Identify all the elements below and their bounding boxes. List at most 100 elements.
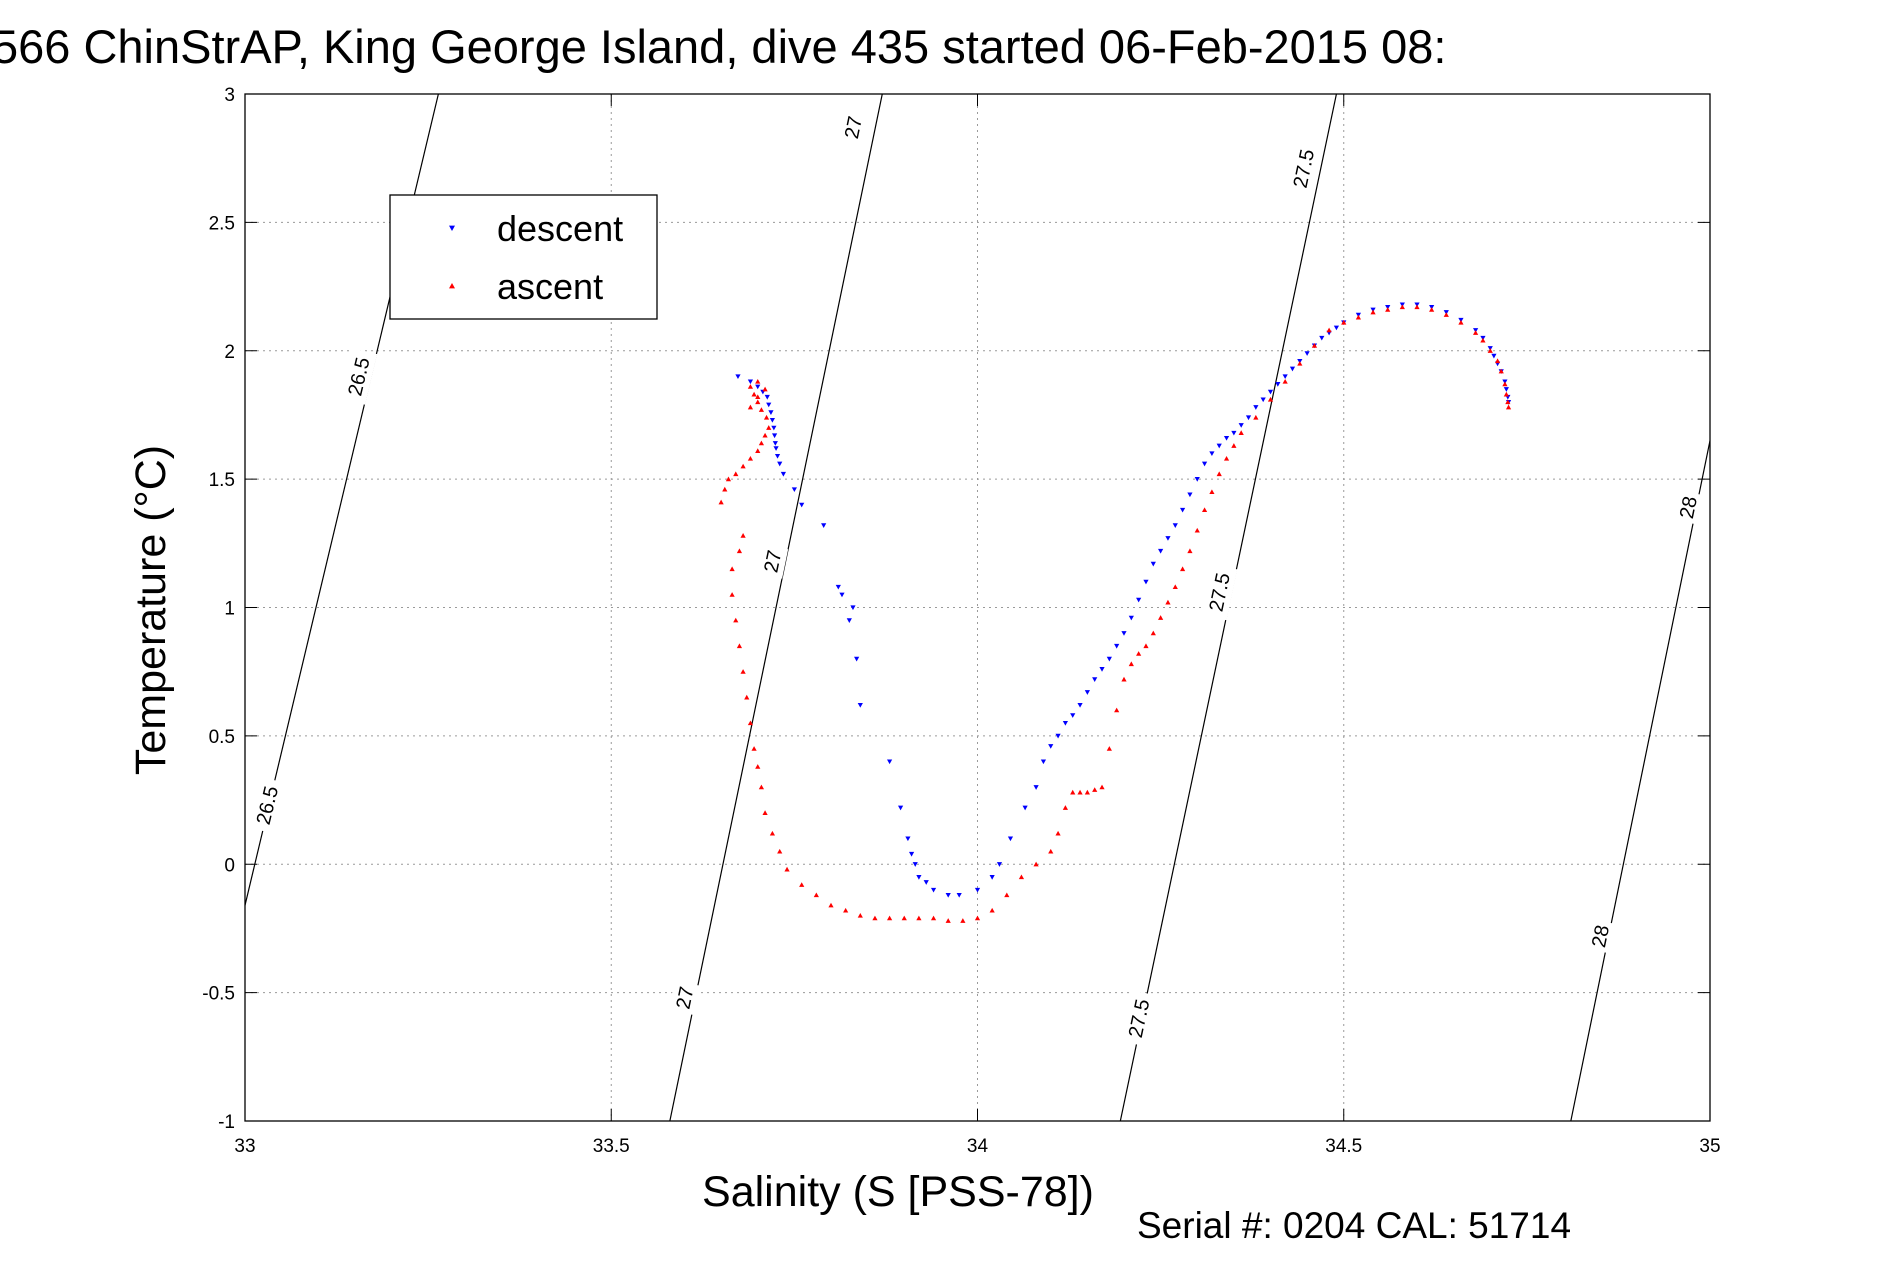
point-ascent [843, 907, 849, 913]
y-tick-label: 2.5 [209, 213, 235, 234]
isopycnal-line [669, 93, 883, 1122]
point-descent [1209, 451, 1215, 457]
isopycnal-label-bg [756, 543, 789, 579]
point-ascent [747, 384, 754, 389]
point-ascent [729, 566, 735, 572]
point-descent [1267, 389, 1274, 395]
point-ascent [901, 915, 907, 921]
point-ascent [1223, 455, 1230, 461]
point-ascent [755, 448, 761, 453]
point-ascent [769, 830, 775, 836]
isopycnal-label-bg [837, 110, 869, 145]
point-ascent [1172, 584, 1178, 590]
point-ascent [1505, 404, 1512, 410]
point-descent [1165, 536, 1171, 541]
isopycnal-label: 27 [668, 980, 701, 1016]
y-axis-label: Temperature (°C) [127, 445, 175, 775]
point-ascent [758, 440, 765, 446]
point-ascent [1187, 548, 1193, 554]
point-descent [1040, 759, 1047, 765]
point-descent [1253, 405, 1259, 410]
point-descent [839, 592, 845, 598]
point-ascent [755, 394, 761, 400]
isopycnal-label: 27.5 [1285, 140, 1322, 197]
isopycnal-label-bg [1285, 140, 1322, 197]
point-ascent [736, 643, 743, 649]
point-descent [735, 374, 741, 380]
point-ascent [813, 892, 819, 898]
point-ascent [1311, 343, 1318, 348]
point-ascent [784, 866, 790, 872]
point-descent [1282, 374, 1288, 380]
point-ascent [1473, 330, 1479, 335]
point-ascent [1165, 599, 1171, 605]
point-ascent [1070, 789, 1076, 795]
point-descent [1099, 667, 1105, 672]
point-descent [1022, 805, 1028, 811]
isopycnal-label: 27.5 [1120, 990, 1157, 1047]
point-ascent [762, 432, 768, 438]
point-ascent [755, 764, 761, 769]
point-descent [996, 862, 1003, 867]
point-descent [908, 851, 915, 857]
point-ascent [758, 407, 765, 412]
y-tick-label: 0.5 [209, 727, 235, 748]
point-descent [1172, 523, 1178, 528]
point-ascent [740, 463, 746, 469]
point-descent [835, 584, 841, 590]
point-descent [850, 605, 856, 611]
x-tick-label: 33 [234, 1136, 255, 1157]
point-descent [1333, 325, 1340, 331]
point-ascent [1399, 304, 1405, 310]
point-descent [887, 759, 893, 765]
point-descent [768, 410, 774, 415]
point-ascent [1480, 337, 1486, 343]
point-ascent [755, 399, 761, 405]
point-descent [1150, 561, 1156, 567]
isopycnal-line [1570, 440, 1711, 1122]
point-descent [1106, 656, 1112, 662]
isopycnal-label-bg [1584, 918, 1616, 954]
point-ascent [1253, 414, 1259, 420]
point-descent [1216, 443, 1222, 449]
point-ascent [733, 471, 739, 477]
point-descent [1319, 335, 1325, 341]
point-descent [1187, 492, 1193, 498]
chart-title: 566 ChinStrAP, King George Island, dive … [0, 20, 1446, 73]
point-ascent [1297, 360, 1303, 366]
point-ascent [930, 915, 937, 921]
point-ascent [1136, 651, 1142, 656]
point-ascent [751, 391, 757, 397]
point-ascent [1092, 787, 1098, 792]
point-descent [774, 453, 781, 459]
point-ascent [1443, 312, 1449, 317]
point-ascent [1121, 676, 1127, 682]
isopycnal-label-bg [339, 348, 378, 405]
point-descent [1275, 382, 1281, 387]
point-descent [772, 441, 778, 446]
isopycnal-label-text: 27 [672, 985, 698, 1011]
point-ascent [916, 915, 922, 921]
legend-box [389, 194, 658, 320]
point-ascent [1498, 368, 1504, 374]
isopycnal-label-text: 28 [1676, 494, 1702, 520]
point-ascent [945, 918, 951, 923]
isopycnal-label-bg [248, 776, 286, 834]
point-descent [799, 502, 805, 508]
isopycnal-label-text: 27 [841, 114, 867, 140]
point-ascent [1231, 443, 1237, 448]
point-descent [956, 892, 962, 898]
point-descent [923, 880, 929, 885]
point-ascent [1150, 630, 1156, 636]
legend-label-descent: descent [497, 208, 623, 249]
grid-lines [245, 94, 1710, 1121]
point-descent [930, 887, 937, 893]
x-tick-label: 35 [1699, 1136, 1720, 1157]
serial-cal-label: Serial #: 0204 CAL: 51714 [1137, 1205, 1571, 1246]
point-descent [1128, 615, 1134, 621]
point-ascent [1194, 527, 1200, 533]
point-descent [764, 394, 770, 400]
point-descent [771, 425, 777, 431]
point-descent [1007, 836, 1014, 842]
point-ascent [1143, 643, 1149, 649]
